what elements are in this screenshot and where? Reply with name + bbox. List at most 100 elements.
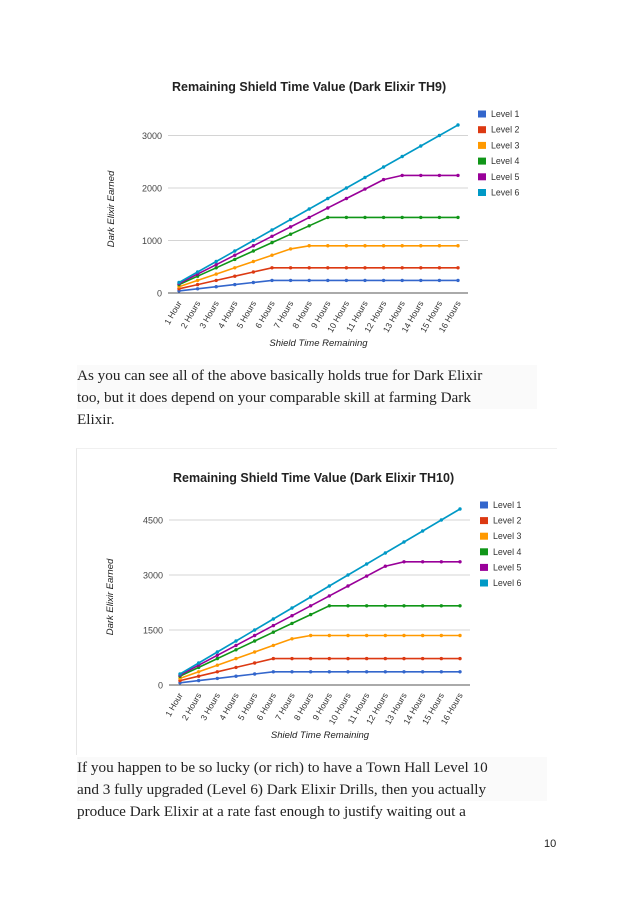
data-point — [252, 650, 257, 654]
series-line — [178, 216, 458, 286]
data-point — [177, 280, 181, 285]
data-point — [437, 215, 442, 220]
data-point — [327, 604, 332, 608]
data-point — [419, 144, 423, 148]
series-line — [178, 174, 458, 285]
legend-label: Level 4 — [493, 547, 521, 557]
data-point — [290, 670, 294, 674]
series-line — [179, 508, 461, 675]
data-point — [364, 656, 369, 661]
data-point — [327, 584, 332, 588]
data-point — [252, 633, 257, 638]
data-point — [456, 244, 460, 248]
data-point — [383, 564, 388, 568]
data-point — [437, 278, 442, 283]
data-point — [251, 280, 256, 285]
data-point — [400, 215, 404, 220]
legend-swatch — [478, 173, 486, 181]
data-point — [215, 653, 220, 657]
data-point — [271, 623, 276, 628]
x-axis-label: Shield Time Remaining — [269, 338, 368, 349]
data-point — [364, 604, 369, 608]
data-point — [456, 123, 460, 127]
data-point — [214, 285, 218, 289]
data-point — [383, 670, 388, 674]
data-point — [402, 656, 406, 661]
data-point — [290, 621, 294, 626]
data-point — [346, 573, 350, 577]
data-point — [196, 678, 201, 683]
data-point — [290, 637, 294, 641]
legend-label: Level 1 — [493, 500, 521, 510]
data-point — [196, 670, 201, 674]
legend-label: Level 3 — [491, 140, 519, 150]
data-point — [400, 154, 404, 159]
y-tick-label: 0 — [157, 289, 162, 299]
data-point — [326, 215, 330, 220]
y-axis-label: Dark Elixir Earned — [105, 558, 116, 635]
data-point — [363, 278, 367, 283]
series-line — [179, 605, 460, 677]
data-point — [251, 244, 256, 248]
data-point — [270, 234, 274, 238]
data-point — [307, 244, 311, 248]
y-tick-label: 3000 — [142, 131, 162, 141]
y-tick-label: 4500 — [143, 516, 163, 526]
data-point — [402, 670, 406, 674]
data-point — [252, 639, 257, 643]
data-point — [400, 244, 404, 248]
data-point — [288, 232, 293, 236]
data-point — [290, 606, 294, 610]
data-point — [458, 604, 462, 608]
y-tick-label: 1500 — [143, 626, 163, 636]
data-point — [383, 656, 388, 661]
legend-swatch — [480, 563, 488, 571]
data-point — [234, 648, 238, 652]
data-point — [308, 604, 313, 608]
data-point — [195, 282, 200, 287]
data-point — [364, 633, 369, 638]
y-axis-label: Dark Elixir Earned — [106, 170, 117, 247]
data-point — [381, 244, 386, 248]
data-point — [383, 604, 388, 608]
series-line — [179, 561, 460, 676]
data-point — [381, 177, 386, 182]
data-point — [195, 287, 200, 291]
data-point — [308, 670, 313, 674]
data-point — [420, 633, 425, 638]
data-point — [402, 604, 406, 608]
data-point — [252, 672, 257, 676]
y-tick-label: 3000 — [143, 571, 163, 581]
legend-swatch — [480, 579, 488, 587]
series-line — [179, 634, 460, 680]
data-point — [308, 656, 313, 661]
legend-swatch — [480, 517, 488, 525]
data-point — [364, 574, 369, 578]
data-point — [234, 643, 238, 648]
data-point — [381, 278, 386, 283]
data-point — [419, 244, 423, 248]
data-point — [364, 562, 369, 566]
legend-label: Level 2 — [491, 125, 519, 135]
paragraph-line: Elixir. — [77, 411, 115, 428]
series-line — [179, 671, 460, 684]
series-line — [178, 267, 458, 290]
data-point — [439, 518, 444, 522]
data-point — [233, 266, 237, 270]
legend-swatch — [478, 110, 486, 118]
chart-th10-svg: Remaining Shield Time Value (Dark Elixir… — [105, 471, 521, 741]
data-point — [307, 215, 311, 220]
y-tick-label: 1000 — [142, 236, 162, 246]
data-point — [344, 196, 349, 201]
paragraph-line: produce Dark Elixir at a rate fast enoug… — [77, 803, 466, 820]
data-point — [439, 670, 444, 674]
data-point — [195, 278, 200, 283]
data-point — [420, 604, 425, 608]
data-point — [419, 173, 423, 178]
chart-th10: Remaining Shield Time Value (Dark Elixir… — [76, 448, 557, 755]
data-point — [419, 266, 423, 270]
data-point — [439, 604, 444, 608]
data-point — [383, 633, 388, 638]
data-point — [458, 656, 462, 661]
data-point — [402, 540, 406, 544]
